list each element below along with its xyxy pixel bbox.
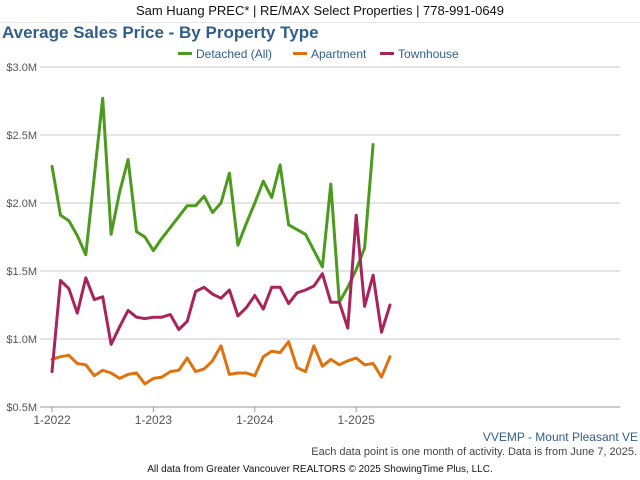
legend-item-detached[interactable]: Detached (All) xyxy=(178,46,272,61)
x-tick-label: 1-2024 xyxy=(236,413,274,427)
legend-item-townhouse[interactable]: Townhouse xyxy=(380,46,459,61)
legend-swatch-apartment xyxy=(293,52,307,56)
series-line-townhouse xyxy=(50,213,392,374)
agent-banner: Sam Huang PREC* | RE/MAX Select Properti… xyxy=(0,0,640,23)
legend-swatch-detached xyxy=(178,52,192,56)
footer-copyright: All data from Greater Vancouver REALTORS… xyxy=(147,464,493,475)
legend-label-apartment: Apartment xyxy=(311,46,367,61)
y-tick-label: $2.5M xyxy=(6,130,37,142)
y-tick-label: $1.0M xyxy=(6,334,37,346)
x-tick-label: 1-2025 xyxy=(338,413,376,427)
data-note: Each data point is one month of activity… xyxy=(311,446,637,458)
series-line-apartment xyxy=(50,340,392,386)
y-tick-label: $3.0M xyxy=(6,62,37,74)
agent-banner-text: Sam Huang PREC* | RE/MAX Select Properti… xyxy=(135,3,505,18)
y-tick-label: $2.0M xyxy=(6,198,37,210)
legend-label-detached: Detached (All) xyxy=(196,46,273,61)
legend-swatch-townhouse xyxy=(380,52,394,56)
legend-item-apartment[interactable]: Apartment xyxy=(293,46,366,61)
y-tick-label: $0.5M xyxy=(6,402,37,414)
chart-title: Average Sales Price - By Property Type xyxy=(2,23,319,42)
series-line-detached-all xyxy=(50,96,375,304)
region-label: VVEMP - Mount Pleasant VE xyxy=(482,430,638,444)
y-tick-label: $1.5M xyxy=(6,266,37,278)
x-tick-label: 1-2023 xyxy=(135,413,173,427)
legend-label-townhouse: Townhouse xyxy=(398,46,459,61)
x-tick-label: 1-2022 xyxy=(33,413,71,427)
chart-legend: Detached (All) Apartment Townhouse xyxy=(0,46,640,62)
